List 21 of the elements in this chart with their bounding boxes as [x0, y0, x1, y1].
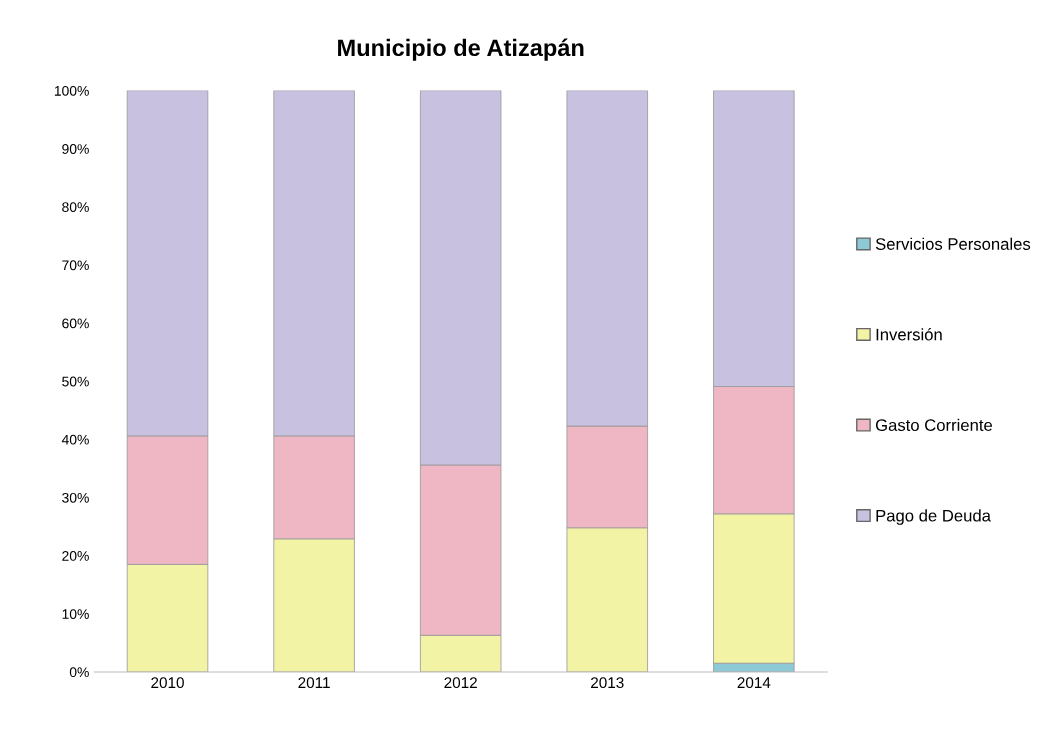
y-tick-label: 0%: [69, 667, 89, 678]
y-tick-label: 100%: [54, 85, 89, 96]
legend-label: Servicios Personales: [875, 237, 1031, 250]
y-tick-label: 70%: [62, 260, 89, 271]
y-tick-label: 80%: [62, 202, 89, 213]
x-tick-label: 2013: [591, 677, 624, 689]
x-tick-label: 2014: [737, 677, 771, 689]
y-tick-label: 30%: [62, 492, 89, 503]
y-tick-label: 40%: [61, 434, 89, 445]
legend-label: Pago de Deuda: [876, 509, 991, 525]
x-tick-label: 2010: [151, 677, 184, 689]
y-tick-label: 20%: [62, 551, 89, 561]
y-tick-label: 60%: [62, 318, 89, 329]
y-tick-label: 90%: [62, 144, 89, 154]
y-tick-label: 50%: [62, 376, 89, 387]
x-tick-label: 2011: [298, 677, 330, 689]
chart-title: Municipio de Atizapán: [338, 38, 584, 61]
x-tick-label: 2012: [444, 677, 477, 689]
legend-label: Gasto Corriente: [875, 418, 993, 432]
legend-label: Inversión: [876, 328, 942, 341]
y-tick-label: 10%: [62, 609, 89, 619]
